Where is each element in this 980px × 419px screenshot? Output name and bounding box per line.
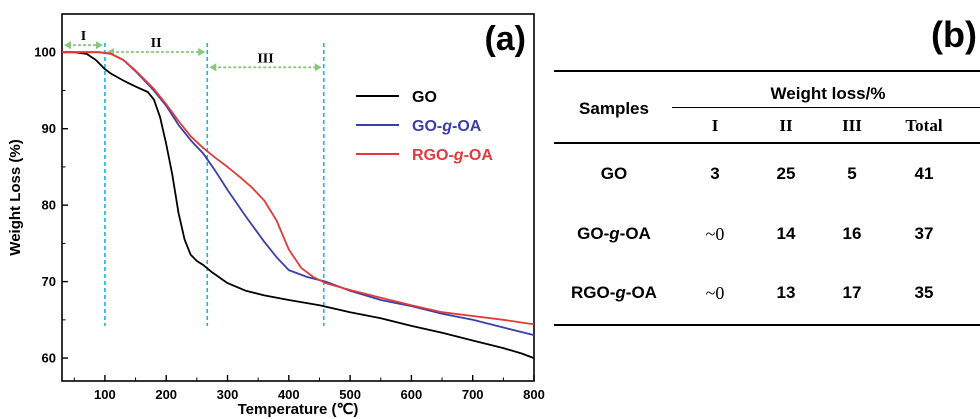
plot-frame (61, 13, 535, 382)
table-cell: 5 (847, 164, 857, 183)
col-header-3: III (842, 116, 862, 135)
x-tick-label: 400 (278, 387, 300, 402)
region-label: III (257, 51, 273, 66)
legend-label: RGO-g-OA (412, 147, 493, 164)
y-tick-label: 90 (42, 121, 56, 136)
region-arrow-head-right (95, 41, 103, 50)
group-header-rule (672, 107, 980, 108)
table-cell: ~0 (705, 283, 725, 303)
region-arrow-head-left (209, 63, 217, 72)
header-bottom-rule (554, 142, 980, 144)
table-cell: 3 (710, 164, 720, 183)
table-cell: 13 (776, 283, 796, 302)
y-tick-label: 70 (42, 274, 56, 289)
y-tick-label: 100 (34, 45, 56, 60)
x-tick-label: 800 (523, 387, 545, 402)
row-sample-label: GO (600, 164, 628, 183)
legend-label: GO (412, 89, 437, 106)
x-tick-label: 600 (401, 387, 423, 402)
region-label: I (81, 29, 86, 44)
y-tick-label: 80 (42, 198, 56, 213)
series-line (62, 51, 535, 359)
x-tick-label: 200 (155, 387, 177, 402)
y-axis-label: Weight Loss (%) (7, 139, 24, 255)
samples-header: Samples (579, 99, 649, 118)
table-top-rule (554, 70, 980, 72)
region-arrow-head-right (314, 63, 322, 72)
table-cell: 25 (776, 164, 796, 183)
x-tick-label: 100 (94, 387, 116, 402)
weight-loss-header: Weight loss/% (770, 84, 886, 103)
y-tick-label: 60 (42, 351, 56, 366)
row-sample-label: GO-g-OA (577, 224, 651, 243)
x-tick-label: 500 (339, 387, 361, 402)
col-header-total: Total (905, 116, 943, 135)
series-line (62, 51, 535, 326)
table-cell: 17 (842, 283, 862, 302)
x-axis-label: Temperature (℃) (238, 401, 359, 418)
region-arrow-head-right (198, 47, 206, 56)
panel-b-label: (b) (931, 14, 977, 55)
region-label: II (151, 36, 162, 51)
table-cell: ~0 (705, 224, 725, 244)
table-cell: 35 (914, 283, 934, 302)
row-sample-label: RGO-g-OA (571, 283, 657, 302)
table-cell: 37 (914, 224, 934, 243)
table-bottom-rule (554, 324, 980, 326)
table-cell: 14 (776, 224, 796, 243)
panel-a-label: (a) (484, 20, 526, 58)
table-cell: 16 (842, 224, 862, 243)
weight-loss-table-panel: (b) Samples Weight loss/% I II III Total… (548, 0, 980, 419)
col-header-2: II (779, 116, 793, 135)
region-arrow-head-left (64, 41, 71, 50)
table-cell: 41 (914, 164, 934, 183)
x-tick-label: 700 (462, 387, 484, 402)
legend-label: GO-g-OA (412, 118, 482, 135)
col-header-1: I (711, 116, 719, 135)
tga-chart: 100 200 300 400 500 600 700 800 60 70 80 90 100 Tempe… (7, 13, 545, 418)
series-line (62, 51, 535, 336)
x-tick-label: 300 (217, 387, 239, 402)
